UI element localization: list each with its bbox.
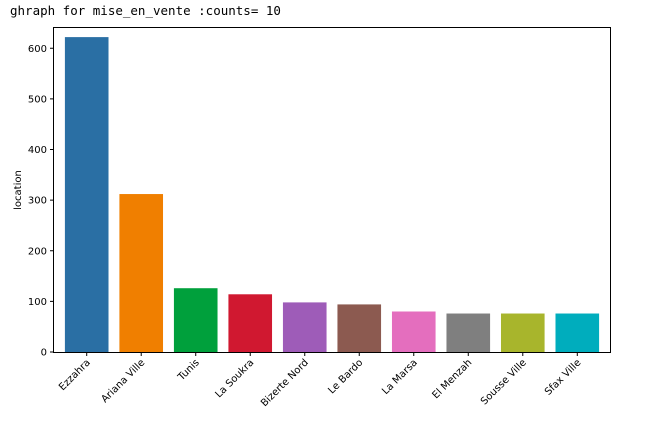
y-tick-label: 400 xyxy=(28,145,47,156)
y-axis-label: location xyxy=(13,170,24,210)
y-tick-label: 100 xyxy=(28,297,47,308)
x-tick-label: Ariana Ville xyxy=(100,357,148,405)
bar-sousse-ville xyxy=(500,313,545,352)
y-tick-label: 600 xyxy=(28,44,47,55)
bar-tunis xyxy=(173,288,218,352)
bar-la-soukra xyxy=(228,294,273,352)
x-tick-label: Sfax Ville xyxy=(543,357,583,397)
y-tick-label: 500 xyxy=(28,94,47,105)
x-axis-ticks: Ezzahra Ariana Ville Tunis La Soukra Bizerte… xyxy=(57,352,583,409)
x-tick-label: La Marsa xyxy=(380,357,420,397)
bar-la-marsa xyxy=(391,311,436,352)
y-tick-label: 0 xyxy=(41,348,47,359)
plot-frame xyxy=(53,27,611,353)
bar-ezzahra xyxy=(64,37,109,353)
bar-ariana-ville xyxy=(119,194,164,352)
x-tick-label: Tunis xyxy=(176,357,202,383)
y-axis-ticks: 0 100 200 300 400 500 600 xyxy=(28,44,54,359)
x-tick-label: Ezzahra xyxy=(57,357,93,393)
page-title: ghraph for mise_en_vente :counts= 10 xyxy=(10,3,281,18)
bars-group xyxy=(64,37,600,353)
x-tick-label: Bizerte Nord xyxy=(259,357,311,409)
x-tick-label: El Menzah xyxy=(430,357,474,401)
bar-bizerte-nord xyxy=(282,302,327,352)
bar-sfax-ville xyxy=(555,313,600,352)
bar-el-menzah xyxy=(446,313,491,352)
x-tick-label: La Soukra xyxy=(213,357,256,400)
bar-le-bardo xyxy=(337,304,382,352)
y-tick-label: 300 xyxy=(28,196,47,207)
x-tick-label: Sousse Ville xyxy=(479,357,529,407)
x-tick-label: Le Bardo xyxy=(326,357,365,396)
y-tick-label: 200 xyxy=(28,246,47,257)
